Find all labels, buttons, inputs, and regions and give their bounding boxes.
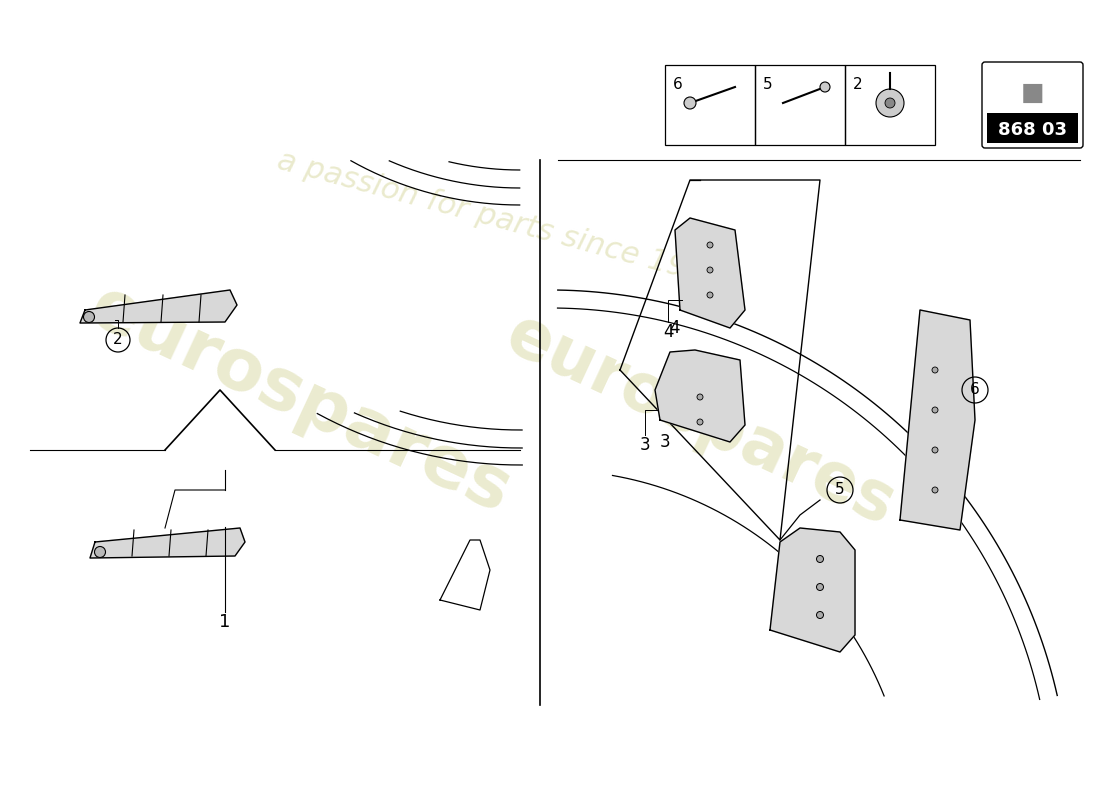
Text: 5: 5	[835, 482, 845, 498]
Bar	[987, 113, 1078, 143]
Circle shape	[816, 611, 824, 618]
Text: eurospares: eurospares	[495, 301, 905, 539]
Circle shape	[697, 394, 703, 400]
Circle shape	[932, 367, 938, 373]
Bar	[755, 65, 845, 145]
Circle shape	[816, 583, 824, 590]
Circle shape	[95, 546, 106, 558]
Text: 4: 4	[662, 323, 673, 341]
FancyBboxPatch shape	[982, 62, 1084, 148]
Circle shape	[697, 419, 703, 425]
Circle shape	[820, 82, 830, 92]
Text: a passion for parts since 1985: a passion for parts since 1985	[274, 146, 726, 294]
Circle shape	[886, 98, 895, 108]
Text: 3: 3	[640, 436, 650, 454]
Text: 5: 5	[763, 77, 772, 92]
Bar	[845, 65, 935, 145]
Text: 4: 4	[670, 319, 680, 337]
Text: 6: 6	[673, 77, 683, 92]
Circle shape	[932, 487, 938, 493]
Text: eurospares: eurospares	[78, 272, 521, 528]
Polygon shape	[80, 290, 236, 323]
Text: 1: 1	[219, 613, 231, 631]
Text: 868 03: 868 03	[998, 121, 1067, 138]
Polygon shape	[770, 528, 855, 652]
Text: 2: 2	[113, 333, 123, 347]
Circle shape	[707, 267, 713, 273]
Bar	[666, 65, 755, 145]
Circle shape	[816, 555, 824, 562]
Text: 3: 3	[660, 433, 670, 451]
Text: ■: ■	[1021, 81, 1044, 105]
Polygon shape	[90, 528, 245, 558]
Polygon shape	[900, 310, 975, 530]
Circle shape	[932, 407, 938, 413]
Circle shape	[84, 311, 95, 322]
Circle shape	[707, 242, 713, 248]
Polygon shape	[654, 350, 745, 442]
Text: 2: 2	[852, 77, 862, 92]
Circle shape	[876, 89, 904, 117]
Polygon shape	[675, 218, 745, 328]
Text: 6: 6	[970, 382, 980, 398]
Circle shape	[932, 447, 938, 453]
Circle shape	[707, 292, 713, 298]
Circle shape	[684, 97, 696, 109]
